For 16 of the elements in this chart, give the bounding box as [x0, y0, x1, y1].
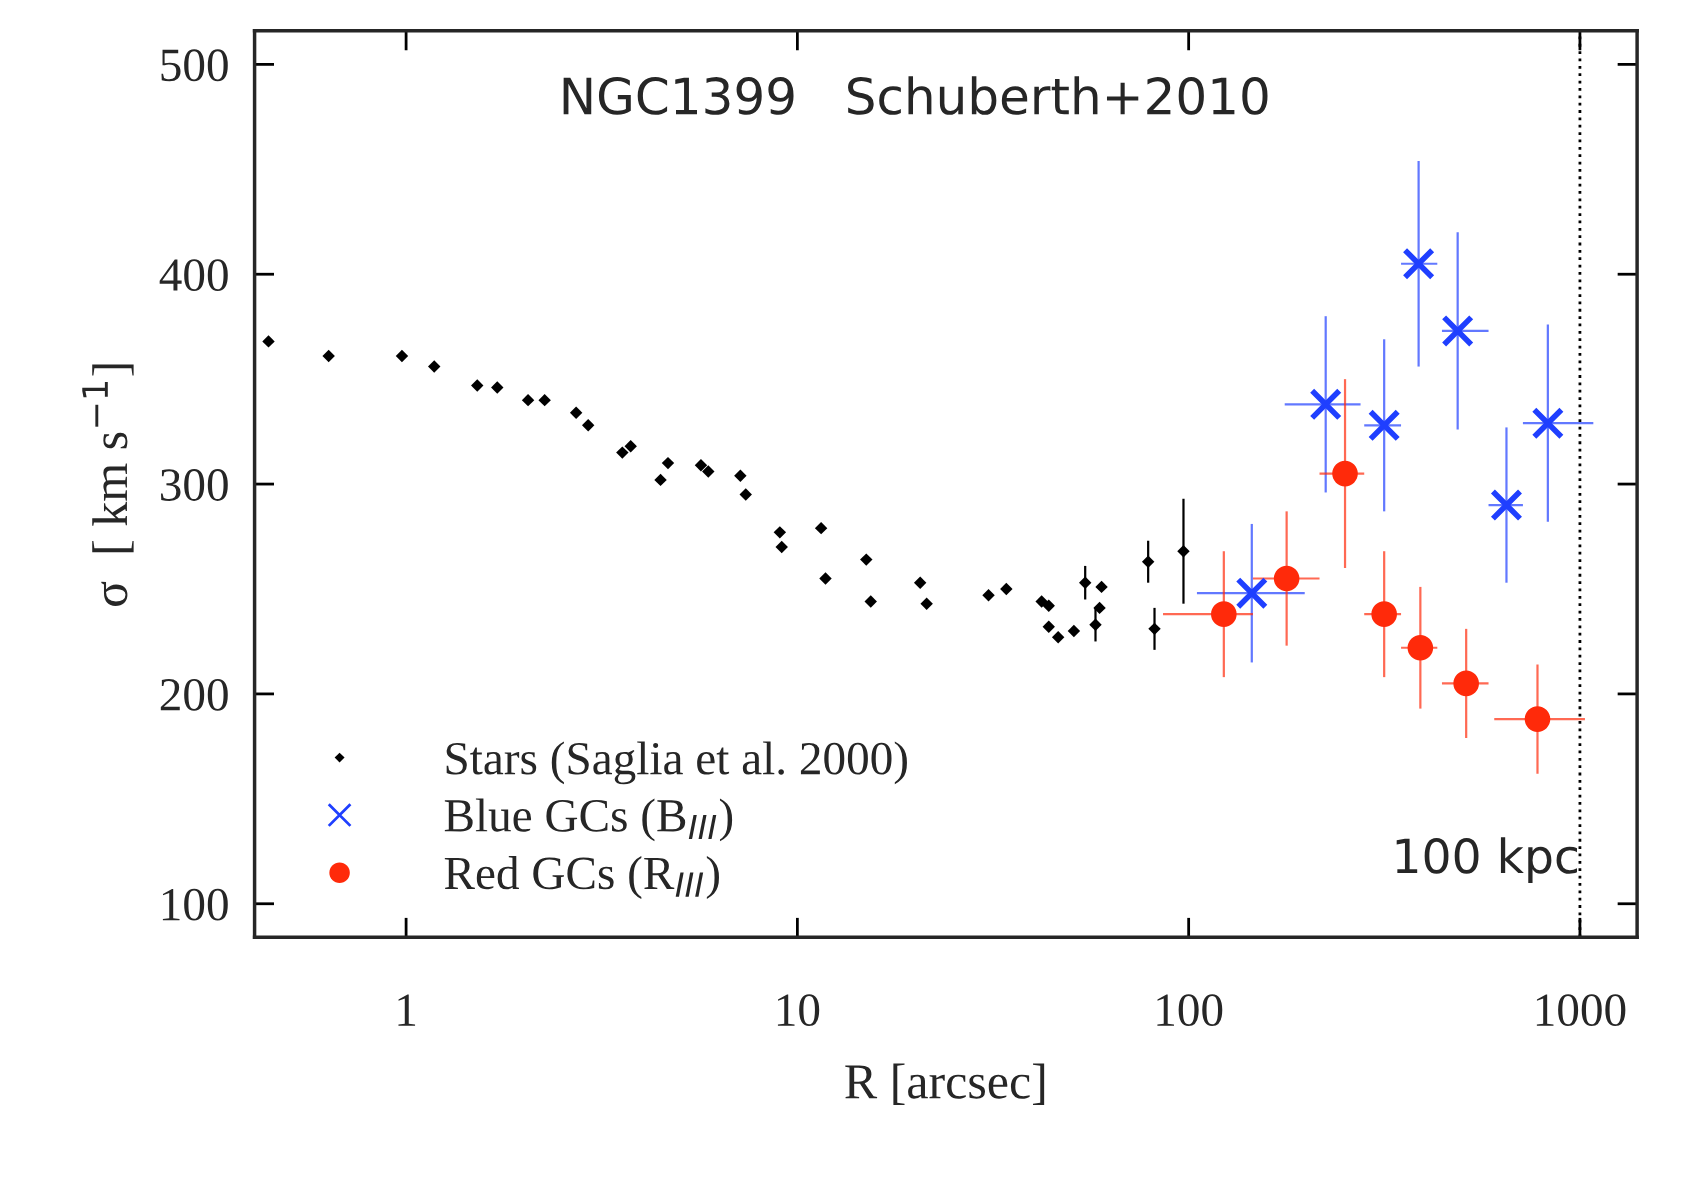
- x-tick-label: 1: [398, 994, 416, 1026]
- x-axis-title: R [arcsec]: [845, 1063, 1045, 1105]
- y-axis-title: σ [ km s$^{−1}$]: [82, 364, 134, 606]
- y-tick-label: 300: [161, 469, 228, 501]
- x-tick-label: 10: [777, 994, 820, 1027]
- ref-line-label: 100 kpc: [1396, 837, 1577, 883]
- y-tick-label: 500: [161, 49, 228, 82]
- legend-label: Red GCs (R$_{III}$): [444, 856, 719, 899]
- y-tick-label: 400: [159, 259, 228, 292]
- y-tick-label: 100: [162, 888, 228, 921]
- x-tick-label: 100: [1157, 994, 1223, 1027]
- annotation: NGC1399 Schuberth+2010: [563, 76, 1268, 115]
- x-tick-label: 1000: [1536, 994, 1626, 1027]
- legend-label: Blue GCs (B$_{III}$): [444, 798, 733, 842]
- legend-label: Stars (Saglia et al. 2000): [446, 741, 907, 785]
- y-tick-label: 200: [160, 678, 228, 711]
